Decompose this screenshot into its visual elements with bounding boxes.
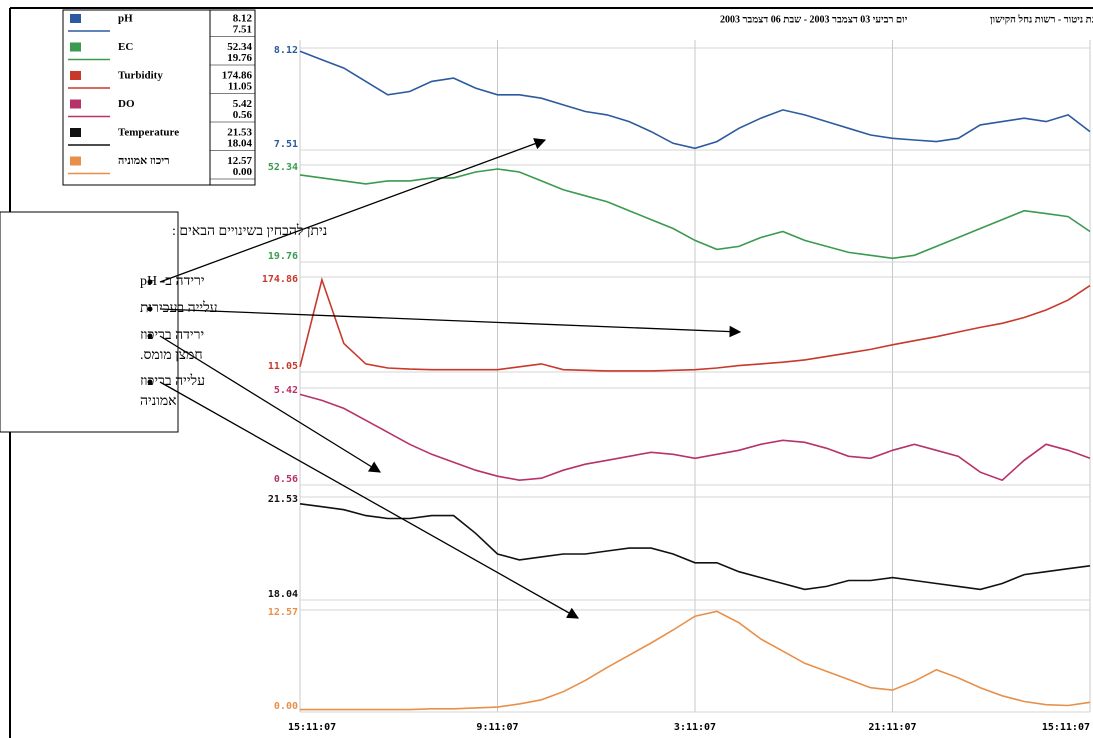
callout-heading: ניתן להבחין בשינויים הבאים : [172,223,327,239]
callout-item: ירידה ב- pH [140,274,205,289]
callout-item: עלייה בריכוז אמוניה [140,373,205,409]
callout-line: עלייה בריכוז [140,373,205,389]
legend-max: 21.53 [227,127,252,139]
callout-line: אמוניה [140,394,177,409]
y-tick-label: 19.76 [268,251,298,262]
legend-swatch [70,156,81,166]
legend-label: ריכוז אמוניה [118,155,169,167]
legend-min: 0.00 [233,166,253,178]
legend-min: 0.56 [233,109,253,121]
legend-max: 174.86 [222,70,253,82]
y-tick-label: 7.51 [274,139,298,150]
arrow [159,138,547,283]
y-tick-label: 0.56 [274,474,298,485]
legend-label: DO [118,98,135,110]
y-tick-label: 18.04 [268,589,298,600]
data-line [300,610,1091,711]
y-tick-label: 0.00 [274,701,298,712]
x-tick-label: 15:11:07 [288,722,336,733]
y-tick-label: 5.42 [274,385,298,396]
legend-label: pH [118,13,133,25]
legend-label: Temperature [118,127,179,139]
legend-max: 52.34 [227,41,252,53]
x-tick-label: 15:11:07 [1042,722,1090,733]
legend-min: 19.76 [227,52,252,64]
data-line [299,393,1091,482]
legend-max: 8.12 [233,13,253,25]
legend-swatch [70,99,81,109]
arrow [159,381,580,619]
y-tick-label: 11.05 [268,361,298,372]
data-line [299,50,1091,150]
legend-max: 5.42 [233,98,253,110]
legend-swatch [70,14,81,23]
data-line [299,168,1091,260]
arrow [159,308,742,338]
legend-label: EC [118,41,133,53]
arrows [159,138,742,619]
x-tick-label: 9:11:07 [476,722,518,733]
x-tick-label: 3:11:07 [674,722,716,733]
callout-item: עלייה בעכירות [140,300,218,316]
legend-min: 7.51 [233,24,252,36]
legend-swatch [70,128,81,137]
legend-min: 11.05 [228,81,253,93]
y-tick-label: 12.57 [268,607,298,618]
callout-list: ירידה ב- pH עלייה בעכירות ירידה בריכוז חמצן… [140,274,218,409]
header-dates: יום רביעי 03 דצמבר 2003 - שבת 06 דצמבר 2… [720,14,908,25]
bullet [147,279,153,285]
callout-line: ירידה בריכוז [140,328,204,343]
legend-swatch [70,42,81,52]
bullet [147,379,153,385]
y-tick-label: 8.12 [274,45,298,56]
legend-min: 18.04 [227,138,252,150]
x-tick-label: 21:11:07 [868,722,916,733]
plot-area: 15:11:07 9:11:07 3:11:07 21:11:07 15:11:07 7.… [262,40,1091,733]
data-line [299,276,1091,372]
callout-line: חמצן מומס. [140,348,203,363]
legend-max: 12.57 [227,155,252,167]
bullet [147,333,153,339]
legend-label: Turbidity [118,70,163,82]
header-station: - - תחנת ניטור - רשות נחל הקישון [990,13,1093,25]
y-tick-label: 52.34 [268,162,298,173]
y-tick-label: 21.53 [268,494,298,505]
callout-box [0,211,179,433]
data-line [299,503,1091,591]
bullet [147,306,153,312]
legend-swatch [70,71,81,80]
y-tick-label: 174.86 [262,274,298,285]
arrow [159,335,381,473]
legend-box [62,9,256,186]
